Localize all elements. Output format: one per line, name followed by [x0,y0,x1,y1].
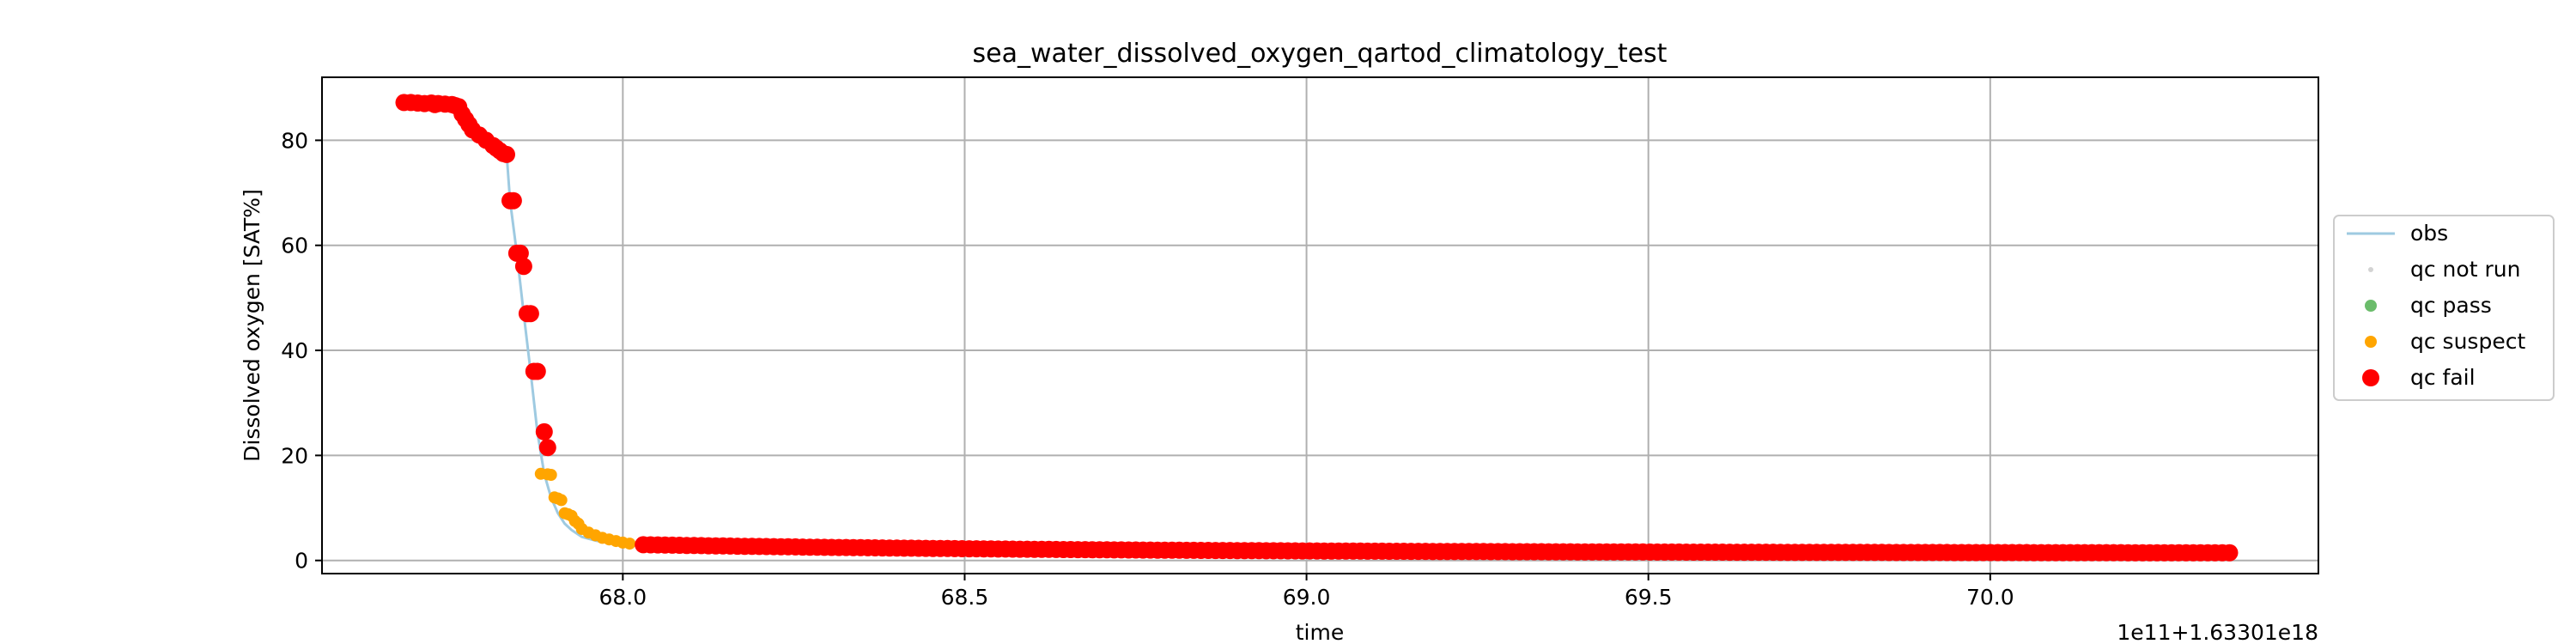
fail-point [538,439,556,457]
legend-label-qc-not-run: qc not run [2410,257,2520,282]
fail-point [535,422,553,440]
fail-point [521,305,539,323]
y-tick-label: 0 [295,549,308,574]
suspect-point [555,494,568,507]
x-axis-ticks: 68.0 68.5 69.0 69.5 70.0 [599,574,2014,610]
fail-point [514,258,532,276]
suspect-point [544,469,557,481]
y-axis-ticks: 0 20 40 60 80 [281,128,322,574]
legend-label-qc-suspect: qc suspect [2410,329,2525,354]
x-tick-label: 69.0 [1283,585,1331,610]
x-axis-label: time [1296,620,1344,644]
legend-label-qc-fail: qc fail [2410,365,2476,390]
fail-point [2221,544,2239,562]
y-tick-label: 60 [281,234,308,258]
fail-point [511,244,529,262]
legend: obs qc not run qc pass qc suspect qc fai… [2333,215,2555,401]
fail-point [498,145,515,163]
x-tick-label: 68.0 [599,585,647,610]
plot-series [395,94,2239,562]
plot-frame [321,76,2319,574]
legend-marker-qc-fail [2362,369,2379,386]
legend-label-qc-pass: qc pass [2410,293,2492,318]
chart-title: sea_water_dissolved_oxygen_qartod_climat… [973,39,1668,69]
legend-marker-qc-suspect [2365,336,2377,348]
y-tick-label: 80 [281,128,308,153]
x-axis-offset-label: 1e11+1.63301e18 [2117,620,2318,644]
fail-point [504,191,522,210]
y-tick-label: 40 [281,338,308,363]
y-axis-label: Dissolved oxygen [SAT%] [240,189,264,462]
suspect-point [623,538,636,550]
x-tick-label: 69.5 [1625,585,1673,610]
x-tick-label: 70.0 [1966,585,2014,610]
fail-point [528,362,546,380]
y-tick-label: 20 [281,443,308,468]
legend-marker-qc-not-run [2368,267,2373,272]
x-tick-label: 68.5 [941,585,989,610]
legend-label-obs: obs [2410,221,2448,246]
legend-box [2333,215,2555,401]
legend-marker-qc-pass [2365,300,2377,312]
